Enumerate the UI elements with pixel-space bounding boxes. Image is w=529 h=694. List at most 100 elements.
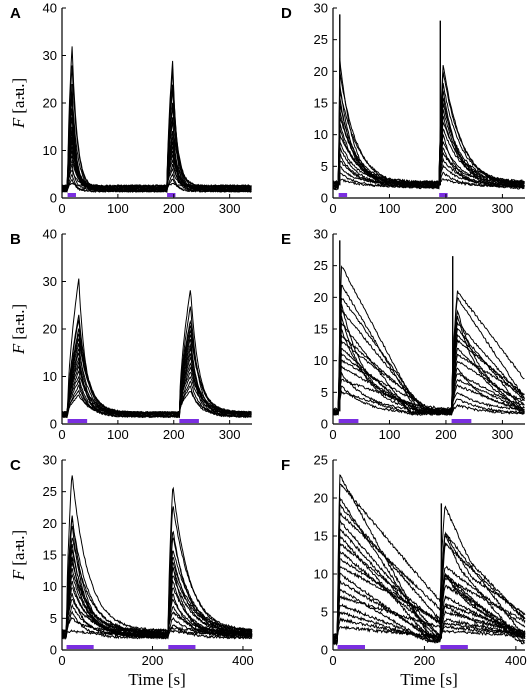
- y-tick-label: 10: [314, 127, 328, 142]
- trace-line: [61, 167, 252, 189]
- y-tick-label: 40: [43, 227, 57, 242]
- y-tick-label: 0: [321, 191, 328, 206]
- y-tick-label: 10: [43, 143, 57, 158]
- y-axis-symbol: F: [9, 117, 28, 129]
- y-tick-label: 15: [43, 548, 57, 563]
- trace-line: [333, 519, 526, 646]
- x-tick-label: 400: [505, 653, 527, 668]
- traces: [332, 474, 526, 647]
- x-tick-label: 100: [107, 201, 129, 216]
- x-tick-label: 0: [329, 201, 336, 216]
- trace-line: [61, 88, 252, 193]
- trace-line: [332, 551, 526, 639]
- trace-line: [332, 351, 525, 414]
- x-tick-label: 100: [379, 427, 401, 442]
- y-axis-symbol: F: [9, 569, 28, 581]
- trace-line: [61, 617, 253, 634]
- y-axis-label: F[a.u.]: [9, 304, 28, 355]
- y-tick-label: 0: [321, 417, 328, 432]
- trace-line: [332, 358, 525, 413]
- y-tick-label: 25: [314, 32, 328, 47]
- trace-line: [61, 343, 252, 418]
- trace-line: [332, 497, 526, 644]
- y-tick-label: 30: [43, 453, 57, 468]
- y-tick-label: 20: [43, 516, 57, 531]
- trace-line: [61, 136, 252, 192]
- y-axis-label: F[a.u.]: [9, 78, 28, 129]
- y-tick-label: 30: [43, 274, 57, 289]
- y-tick-label: 30: [314, 1, 328, 16]
- y-tick-label: 15: [314, 529, 328, 544]
- x-tick-label: 100: [107, 427, 129, 442]
- trace-line: [332, 594, 526, 640]
- x-axis-label: Time [s]: [128, 670, 185, 689]
- trace-line: [61, 390, 252, 415]
- trace-line: [332, 482, 526, 639]
- y-axis-symbol: F: [9, 343, 28, 355]
- x-tick-label: 300: [219, 427, 241, 442]
- traces: [61, 475, 253, 640]
- panel-c: C 0 5 10 15 20 25 30 0 200 400 F[a.u.] Time [s]: [9, 453, 254, 690]
- y-tick-label: 10: [43, 369, 57, 384]
- x-tick-label: 300: [492, 201, 514, 216]
- trace-line: [61, 629, 253, 636]
- y-tick-label: 0: [50, 417, 57, 432]
- traces: [332, 240, 525, 417]
- x-tick-label: 300: [492, 427, 514, 442]
- trace-line: [61, 587, 253, 637]
- y-tick-label: 20: [43, 96, 57, 111]
- x-tick-label: 100: [379, 201, 401, 216]
- panel-a: A 0 10 20 30 40 0 100 200 300 F[a.u.]: [9, 1, 252, 216]
- y-tick-label: 15: [314, 96, 328, 111]
- y-tick-label: 5: [321, 385, 328, 400]
- trace-line: [332, 611, 526, 644]
- y-tick-label: 30: [314, 227, 328, 242]
- panel-label: E: [281, 231, 291, 248]
- trace-line: [61, 329, 252, 415]
- y-tick-label: 5: [321, 159, 328, 174]
- trace-line: [332, 370, 525, 415]
- trace-line: [61, 543, 253, 639]
- trace-line: [61, 182, 252, 188]
- x-tick-label: 200: [163, 201, 185, 216]
- panel-label: A: [10, 5, 21, 22]
- y-tick-label: 0: [321, 643, 328, 658]
- y-axis-label: F[a.u.]: [9, 530, 28, 581]
- trace-line: [332, 502, 526, 647]
- y-tick-label: 5: [321, 605, 328, 620]
- trace-line: [332, 389, 525, 417]
- y-tick-label: 25: [43, 484, 57, 499]
- trace-line: [332, 178, 525, 189]
- traces: [332, 14, 525, 191]
- trace-line: [332, 511, 526, 641]
- trace-line: [61, 163, 252, 192]
- trace-line: [332, 603, 526, 643]
- trace-line: [332, 163, 525, 186]
- panel-label: D: [281, 5, 292, 22]
- y-tick-label: 15: [314, 322, 328, 337]
- trace-line: [332, 617, 526, 641]
- x-tick-label: 200: [142, 653, 164, 668]
- trace-line: [61, 106, 252, 190]
- panel-label: C: [10, 457, 21, 474]
- y-tick-label: 10: [43, 579, 57, 594]
- y-tick-label: 40: [43, 1, 57, 16]
- trace-line: [332, 378, 525, 413]
- x-tick-label: 400: [232, 653, 254, 668]
- trace-line: [61, 561, 253, 635]
- y-tick-label: 10: [314, 353, 328, 368]
- x-tick-label: 0: [58, 653, 65, 668]
- panel-f: F 0 5 10 15 20 25 0 200 400 Time [s]: [281, 453, 527, 690]
- y-tick-label: 5: [50, 611, 57, 626]
- trace-line: [61, 97, 252, 188]
- trace-line: [61, 178, 252, 194]
- trace-line: [61, 65, 252, 193]
- trace-line: [61, 117, 252, 192]
- x-tick-label: 0: [58, 427, 65, 442]
- trace-line: [332, 127, 525, 185]
- y-tick-label: 0: [50, 643, 57, 658]
- panel-label: F: [281, 457, 290, 474]
- y-tick-label: 10: [314, 567, 328, 582]
- y-tick-label: 20: [43, 322, 57, 337]
- trace-line: [332, 579, 526, 645]
